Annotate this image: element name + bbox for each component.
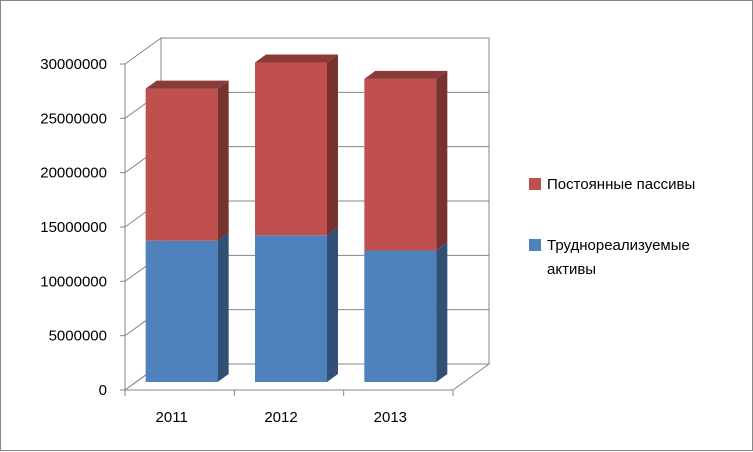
bar-segment [145,80,229,241]
bars [145,54,448,382]
bar-segment [364,70,448,251]
bar-segment [364,242,448,382]
y-tick-label: 20000000 [40,165,107,182]
y-tick-label: 30000000 [40,56,107,73]
y-tick-label: 25000000 [40,110,107,127]
legend-label: Постоянные пассивы [547,176,695,193]
gridline [124,37,489,65]
bar-side-face [327,54,338,236]
bar-side-face [327,227,338,382]
bar-front-face [145,240,218,382]
bar-side-face [436,70,448,251]
bar-segment [255,227,338,382]
y-tick-label: 15000000 [40,219,107,236]
legend-item: Труднореализуемые активы [529,237,690,278]
bar-top-face [255,54,338,63]
bar-front-face [255,62,327,236]
y-axis-tick-labels: 0 5000000 10000000 15000000 20000000 25000000… [40,56,107,399]
legend-swatch [529,178,541,190]
bar-front-face [364,78,437,251]
legend-item: Постоянные пассивы [529,176,695,193]
bar-side-face [436,242,448,382]
y-tick-label: 0 [99,382,107,399]
bar-front-face [364,250,437,382]
x-tick-label: 2011 [156,409,188,426]
x-axis-tick-labels: 2011 2012 2013 [156,409,407,426]
bar-segment [145,232,229,382]
axes [120,63,454,396]
x-tick-label: 2012 [264,409,297,426]
bar-top-face [364,70,448,79]
y-tick-label: 5000000 [49,328,107,345]
bar-front-face [145,88,218,241]
bar-front-face [255,235,327,382]
bar-top-face [145,80,229,89]
legend-swatch [529,239,541,251]
legend: Постоянные пассивы Труднореализуемые актив… [529,176,695,278]
bar-side-face [217,232,229,382]
y-tick-label: 10000000 [40,273,107,290]
x-tick-label: 2013 [374,409,407,426]
legend-label-line2: активы [547,261,596,278]
legend-label: Труднореализуемые [547,237,690,254]
bar-side-face [217,80,229,241]
bar-segment [255,54,338,236]
